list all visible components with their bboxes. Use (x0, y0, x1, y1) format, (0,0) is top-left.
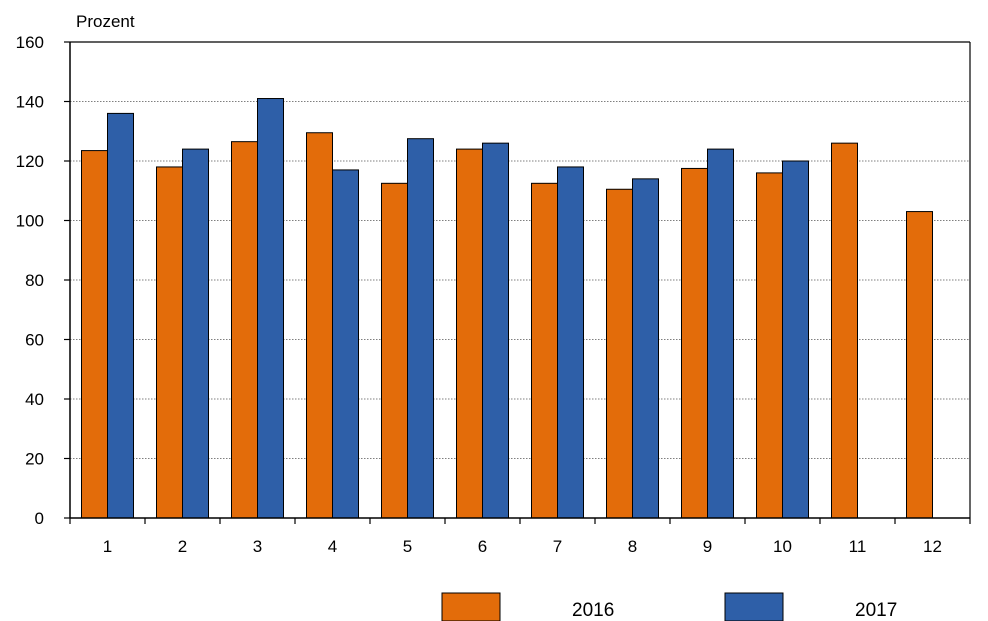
bar-2016-10 (756, 172, 783, 519)
bar-2016-12 (906, 211, 933, 519)
bar-2017-10 (782, 160, 809, 519)
y-tick-label: 140 (16, 93, 44, 112)
y-tick-labels: 0 20 40 60 80 100 120 140 160 (16, 33, 44, 528)
x-tick-label: 12 (923, 537, 942, 556)
x-tick-label: 10 (773, 537, 792, 556)
bar-2016-7 (531, 182, 558, 519)
gridlines (70, 101, 970, 459)
y-tick-label: 40 (25, 390, 44, 409)
y-tick-label: 100 (16, 212, 44, 231)
y-tick-label: 120 (16, 152, 44, 171)
bar-2017-6 (482, 142, 509, 519)
bar-2017-5 (407, 138, 434, 519)
x-tick-label: 11 (849, 537, 867, 556)
legend-label-2016: 2016 (572, 600, 614, 621)
x-tick-label: 7 (553, 537, 562, 556)
bars (81, 98, 933, 519)
bar-2017-9 (707, 148, 734, 519)
bar-2017-3 (257, 98, 284, 519)
bar-2016-8 (606, 188, 633, 519)
legend-swatch-2016 (441, 592, 501, 621)
x-tick-label: 1 (103, 537, 112, 556)
legend-swatch-2017 (724, 592, 784, 621)
bar-2016-9 (681, 167, 708, 519)
x-tick-labels: 1 2 3 4 5 6 7 8 9 10 11 12 (103, 537, 942, 556)
y-tick-label: 20 (25, 450, 44, 469)
bar-2016-1 (81, 150, 108, 519)
bar-2017-7 (557, 166, 584, 519)
x-tick-label: 8 (628, 537, 637, 556)
x-tick-label: 5 (403, 537, 412, 556)
x-tick-label: 4 (328, 537, 337, 556)
bar-2016-2 (156, 166, 183, 519)
y-tick-label: 160 (16, 33, 44, 52)
x-tick-label: 6 (478, 537, 487, 556)
bar-2016-6 (456, 148, 483, 519)
x-tick-label: 9 (703, 537, 712, 556)
bar-2017-2 (182, 148, 209, 519)
y-tick-label: 60 (25, 331, 44, 350)
legend-label-2017: 2017 (855, 600, 897, 621)
legend: 2016 2017 (441, 592, 897, 621)
y-axis-title: Prozent (76, 12, 135, 31)
bar-2016-3 (231, 141, 258, 519)
bar-2016-4 (306, 132, 333, 519)
y-tick-label: 0 (35, 509, 44, 528)
bar-2017-1 (107, 112, 134, 519)
bar-2017-8 (632, 178, 659, 519)
bar-2017-4 (332, 169, 359, 519)
x-tick-label: 2 (178, 537, 187, 556)
x-tick-label: 3 (253, 537, 262, 556)
axes (64, 41, 971, 524)
bar-2016-5 (381, 182, 408, 519)
y-tick-label: 80 (25, 271, 44, 290)
bar-2016-11 (831, 142, 858, 519)
